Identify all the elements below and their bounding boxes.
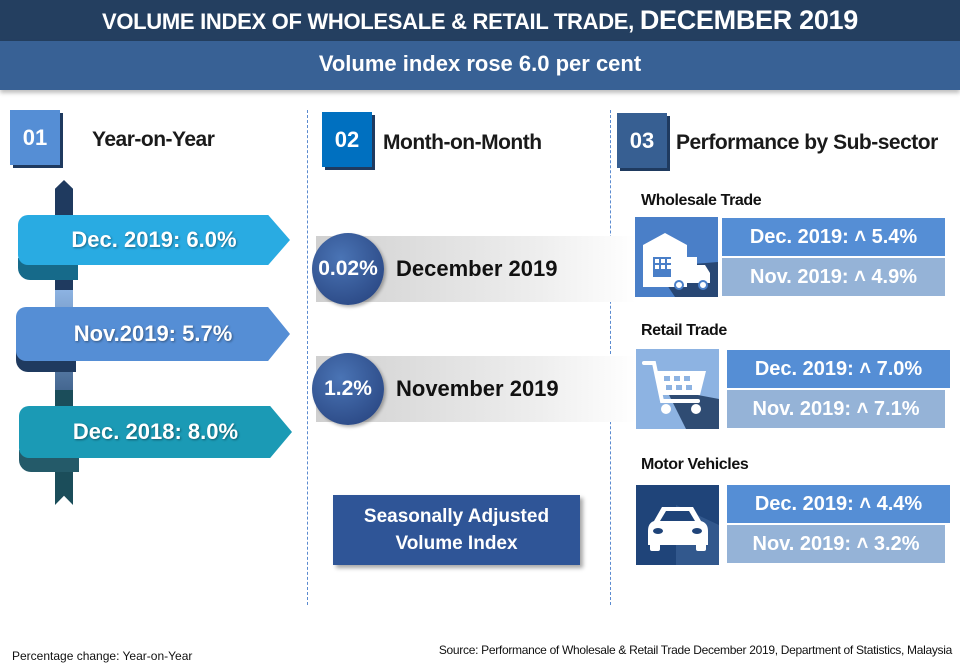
motor-dec-value: Dec. 2019: ˄ 4.4% xyxy=(727,485,950,523)
ribbon-dec-2018: Dec. 2018: 8.0% xyxy=(19,406,292,458)
value-label: Dec. 2019: xyxy=(754,492,854,515)
subtitle: Volume index rose 6.0 per cent xyxy=(0,41,960,90)
wholesale-dec-value: Dec. 2019: ˄ 5.4% xyxy=(722,218,945,256)
divider xyxy=(307,110,308,605)
section-badge-01: 01 xyxy=(10,110,60,165)
ribbon-value: 6.0% xyxy=(186,227,237,252)
shopping-cart-icon xyxy=(636,349,719,429)
footer-note: Percentage change: Year-on-Year xyxy=(12,649,193,663)
value: 7.0% xyxy=(876,357,923,380)
sub-sector-title: Retail Trade xyxy=(641,322,727,339)
value: 5.4% xyxy=(871,225,918,248)
arrow-up-icon: ˄ xyxy=(859,357,872,380)
ribbon-nov-2019: Nov.2019: 5.7% xyxy=(16,307,290,361)
arrow-up-icon: ˄ xyxy=(856,397,869,420)
arrow-up-icon: ˄ xyxy=(856,532,869,555)
value-label: Nov. 2019: xyxy=(752,532,852,555)
ribbon-label: Dec. 2019: xyxy=(71,227,181,252)
title-emphasis: DECEMBER 2019 xyxy=(639,5,858,35)
retail-dec-value: Dec. 2019: ˄ 7.0% xyxy=(727,350,950,388)
mom-value-circle: 1.2% xyxy=(312,353,384,425)
main-title: VOLUME INDEX OF WHOLESALE & RETAIL TRADE… xyxy=(0,0,960,41)
mom-period: December 2019 xyxy=(396,256,558,281)
seasonally-adjusted-button[interactable]: Seasonally Adjusted Volume Index xyxy=(333,495,580,565)
section-title-month-on-month: Month-on-Month xyxy=(383,131,542,154)
arrow-up-icon: ˄ xyxy=(854,265,866,288)
car-icon xyxy=(636,485,719,565)
value-label: Dec. 2019: xyxy=(754,357,854,380)
value-label: Nov. 2019: xyxy=(752,397,852,420)
value-label: Dec. 2019: xyxy=(749,225,849,248)
warehouse-truck-icon xyxy=(635,217,718,297)
mom-value-circle: 0.02% xyxy=(312,233,384,305)
value: 4.4% xyxy=(876,492,923,515)
sub-sector-title: Motor Vehicles xyxy=(641,456,749,473)
section-badge-02: 02 xyxy=(322,112,372,167)
ribbon-label: Dec. 2018: xyxy=(72,419,182,444)
footer-source: Source: Performance of Wholesale & Retai… xyxy=(438,643,952,657)
ribbon-value: 5.7% xyxy=(182,321,233,346)
value-label: Nov. 2019: xyxy=(750,265,849,288)
retail-nov-value: Nov. 2019: ˄ 7.1% xyxy=(727,390,945,428)
arrow-up-icon: ˄ xyxy=(854,225,867,248)
title-text: VOLUME INDEX OF WHOLESALE & RETAIL TRADE… xyxy=(101,9,634,34)
mom-period: November 2019 xyxy=(396,376,559,401)
value: 3.2% xyxy=(873,532,920,555)
value: 7.1% xyxy=(873,397,920,420)
ribbon-value: 8.0% xyxy=(187,419,239,444)
section-title-sub-sector: Performance by Sub-sector xyxy=(676,131,938,154)
motor-nov-value: Nov. 2019: ˄ 3.2% xyxy=(727,525,945,563)
section-badge-03: 03 xyxy=(617,113,667,168)
ribbon-dec-2019: Dec. 2019: 6.0% xyxy=(18,215,290,265)
wholesale-nov-value: Nov. 2019: ˄ 4.9% xyxy=(722,258,945,296)
ribbon-label: Nov.2019: xyxy=(73,321,177,346)
section-title-year-on-year: Year-on-Year xyxy=(92,128,215,151)
value: 4.9% xyxy=(871,265,917,288)
arrow-up-icon: ˄ xyxy=(859,492,872,515)
sub-sector-title: Wholesale Trade xyxy=(641,192,762,209)
